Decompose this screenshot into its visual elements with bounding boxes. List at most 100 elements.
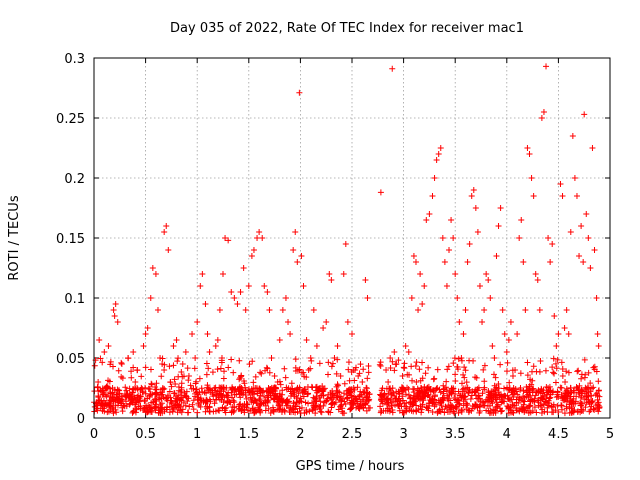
data-point [427, 386, 434, 393]
data-point [583, 211, 590, 217]
data-point [108, 405, 115, 412]
data-point [455, 355, 462, 362]
data-point [441, 259, 448, 265]
data-point [561, 410, 568, 417]
data-point [344, 319, 351, 325]
data-point [472, 374, 479, 381]
data-point [290, 247, 297, 253]
y-tick-label: 0.15 [56, 232, 85, 247]
data-point [210, 408, 217, 415]
data-point [365, 405, 372, 412]
data-point [463, 406, 470, 413]
data-point [517, 370, 524, 377]
data-point [203, 360, 210, 367]
data-point [421, 393, 428, 400]
data-point [520, 388, 527, 395]
data-point [173, 337, 180, 343]
data-point [591, 247, 598, 253]
data-point [113, 391, 120, 398]
data-point [228, 356, 235, 363]
data-point [256, 229, 263, 235]
data-point [112, 301, 119, 307]
data-point [419, 359, 426, 366]
data-point [557, 384, 564, 391]
data-point [443, 405, 450, 412]
data-point [419, 403, 426, 410]
data-point [527, 409, 534, 416]
data-point [214, 337, 221, 343]
data-point [320, 392, 327, 399]
data-point [595, 387, 602, 394]
data-point [563, 307, 570, 313]
data-point [190, 406, 197, 413]
data-point [553, 343, 560, 349]
data-point [159, 384, 166, 391]
data-point [578, 223, 585, 229]
data-point [587, 265, 594, 271]
data-point [240, 265, 247, 271]
x-tick-label: 1 [193, 427, 201, 442]
data-point [565, 369, 572, 376]
data-point [435, 151, 442, 157]
data-point [528, 381, 535, 388]
data-point [495, 223, 502, 229]
data-point [495, 385, 502, 392]
data-point [184, 365, 191, 372]
data-point [399, 373, 406, 379]
data-point [313, 343, 320, 349]
data-point [506, 386, 513, 393]
data-point [550, 369, 557, 376]
data-point [450, 385, 457, 392]
data-point [246, 389, 253, 396]
data-point [134, 367, 141, 374]
data-point [300, 283, 307, 289]
data-point [128, 374, 135, 381]
data-point [461, 394, 468, 401]
data-point [245, 283, 252, 289]
data-point [161, 361, 168, 368]
data-point [337, 402, 344, 409]
data-point [174, 358, 181, 365]
data-point [329, 360, 336, 367]
data-point [444, 392, 451, 399]
data-point [542, 367, 549, 374]
data-point [347, 389, 354, 396]
data-point [481, 362, 488, 369]
data-point [409, 377, 416, 384]
data-point [170, 362, 177, 369]
data-point [152, 271, 159, 277]
data-point [360, 396, 367, 403]
data-point [588, 385, 595, 392]
data-point [313, 387, 320, 394]
x-tick-label: 3.5 [445, 427, 466, 442]
data-point [320, 325, 327, 331]
y-tick-label: 0.05 [56, 352, 85, 367]
data-point [456, 392, 463, 399]
data-point [199, 271, 206, 277]
data-point [261, 393, 268, 400]
data-point [147, 408, 154, 415]
data-point [347, 405, 354, 412]
data-point [529, 389, 536, 396]
data-point [559, 373, 566, 380]
data-point [252, 373, 259, 380]
data-point [156, 394, 163, 401]
data-point [462, 307, 469, 313]
data-point [559, 365, 566, 372]
data-point [464, 259, 471, 265]
data-point [296, 397, 303, 404]
data-point [558, 402, 565, 409]
data-point [587, 407, 594, 414]
data-point [417, 388, 424, 395]
data-point [290, 400, 297, 407]
data-point [264, 289, 271, 295]
data-point [296, 89, 303, 96]
data-point [569, 408, 576, 415]
data-point [474, 387, 481, 394]
data-point [334, 394, 341, 401]
data-point [395, 357, 402, 364]
data-point [432, 386, 439, 393]
data-point [474, 229, 481, 235]
data-point [178, 386, 185, 393]
data-point [516, 395, 523, 402]
